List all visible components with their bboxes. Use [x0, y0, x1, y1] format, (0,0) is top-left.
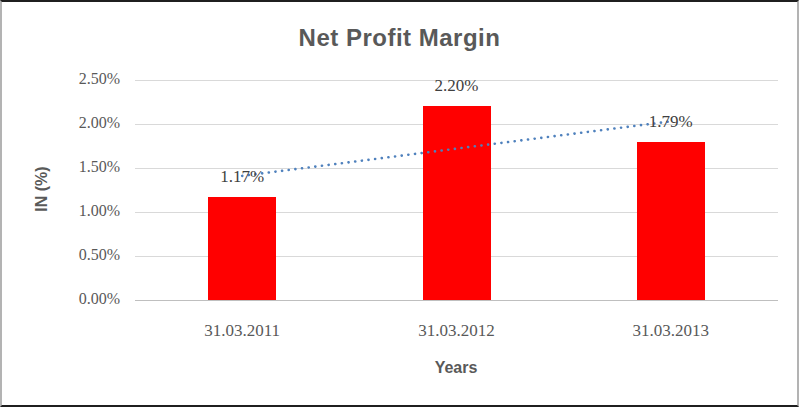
bar-value-label: 2.20%	[397, 76, 517, 96]
net-profit-margin-chart: Net Profit Margin IN (%) Years 2.50%2.00…	[0, 0, 799, 407]
trendline	[2, 2, 799, 407]
bar-value-label: 1.79%	[611, 112, 731, 132]
bar-value-label: 1.17%	[182, 167, 302, 187]
